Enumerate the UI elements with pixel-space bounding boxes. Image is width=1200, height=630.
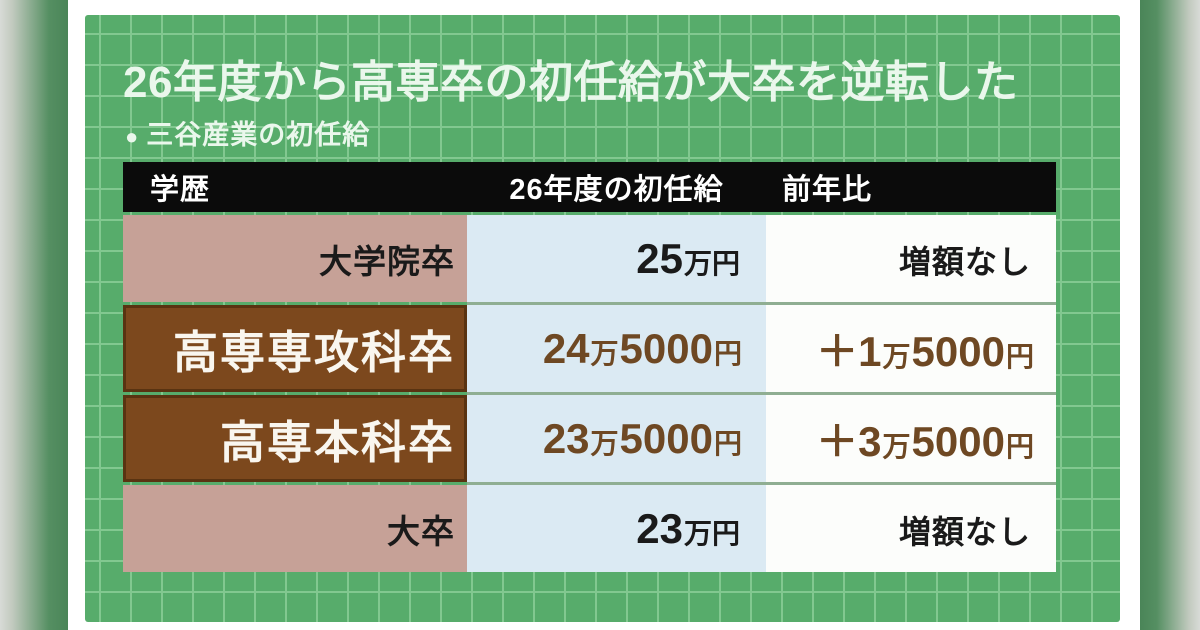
- salary-unit-segment: 円: [713, 427, 742, 459]
- change-unit-segment: 万: [882, 341, 911, 373]
- change-unit-segment: 円: [1005, 341, 1034, 373]
- salary-amount-segment: 5000: [619, 324, 713, 372]
- column-header-yoy: 前年比: [766, 162, 1056, 213]
- salary-unit-segment: [741, 248, 743, 279]
- table-row: 大学院卒 25万円 増額なし: [123, 212, 1056, 303]
- change-unit-segment: 円: [1005, 431, 1034, 463]
- salary-value: 25万円: [636, 235, 743, 283]
- salary-unit-segment: 万: [590, 337, 619, 369]
- change-amount-segment: ＋1: [816, 328, 882, 376]
- salary-value: 24万5000円: [543, 325, 743, 373]
- education-cell: 大学院卒: [123, 215, 467, 303]
- change-amount-segment: 5000: [911, 328, 1005, 376]
- table-row: 高専専攻科卒 24万5000円 ＋1万5000円: [123, 302, 1056, 393]
- salary-unit-segment: 万: [590, 427, 619, 459]
- salary-unit-segment: 円: [713, 337, 742, 369]
- salary-amount-segment: 24: [542, 324, 590, 372]
- change-unit-segment: 万: [882, 431, 911, 463]
- change-value: 増額なし: [899, 505, 1035, 553]
- salary-cell: 23万5000円: [467, 392, 766, 483]
- change-cell: 増額なし: [766, 482, 1056, 573]
- column-header-salary: 26年度の初任給: [467, 162, 766, 213]
- table-header-row: 学歴 26年度の初任給 前年比: [123, 162, 1056, 213]
- change-unit-segment: [1033, 248, 1035, 279]
- salary-value: 23万5000円: [543, 415, 743, 463]
- education-label: 高専専攻科卒: [172, 327, 455, 379]
- change-text-segment: 増額なし: [898, 513, 1031, 550]
- page-title: 26年度から高専卒の初任給が大卒を逆転した: [123, 58, 1019, 107]
- change-cell: ＋3万5000円: [766, 392, 1056, 483]
- left-blur-bar: [0, 0, 68, 630]
- salary-value: 23万円: [636, 505, 743, 553]
- salary-unit-segment: 万円: [683, 517, 740, 549]
- infographic-card: 26年度から高専卒の初任給が大卒を逆転した ● 三谷産業の初任給 学歴 26年度の…: [85, 15, 1120, 622]
- salary-cell: 24万5000円: [467, 302, 766, 393]
- salary-amount-segment: 23: [636, 504, 683, 552]
- education-cell: 大卒: [123, 485, 467, 573]
- right-blur-bar: [1140, 0, 1200, 630]
- salary-cell: 23万円: [467, 482, 766, 573]
- chart-subtitle: ● 三谷産業の初任給: [125, 119, 1120, 153]
- change-value: 増額なし: [899, 235, 1035, 283]
- salary-cell: 25万円: [467, 215, 766, 303]
- change-text-segment: 増額なし: [898, 243, 1031, 280]
- column-header-education: 学歴: [123, 162, 467, 213]
- change-cell: ＋1万5000円: [766, 302, 1056, 393]
- change-cell: 増額なし: [766, 215, 1056, 303]
- table-row: 大卒 23万円 増額なし: [123, 482, 1056, 573]
- education-cell-highlight: 高専専攻科卒: [123, 305, 467, 393]
- education-cell-highlight: 高専本科卒: [123, 395, 467, 483]
- bullet-icon: ●: [125, 123, 140, 149]
- education-label: 大卒: [387, 512, 455, 550]
- change-unit-segment: [1033, 518, 1035, 549]
- table-row: 高専本科卒 23万5000円 ＋3万5000円: [123, 392, 1056, 483]
- education-label: 高専本科卒: [219, 417, 455, 469]
- change-amount-segment: 5000: [911, 418, 1005, 466]
- salary-table: 学歴 26年度の初任給 前年比 大学院卒 25万円 増額なし 高専専攻科卒: [123, 162, 1056, 573]
- salary-amount-segment: 25: [636, 234, 683, 282]
- salary-unit-segment: 万円: [683, 247, 740, 279]
- salary-amount-segment: 5000: [619, 414, 713, 462]
- subtitle-label: 三谷産業の初任給: [146, 120, 371, 151]
- education-label: 大学院卒: [319, 242, 455, 280]
- change-value: ＋1万5000円: [816, 318, 1035, 379]
- salary-amount-segment: 23: [542, 414, 590, 462]
- salary-unit-segment: [741, 518, 743, 549]
- change-value: ＋3万5000円: [816, 408, 1035, 469]
- change-amount-segment: ＋3: [816, 418, 882, 466]
